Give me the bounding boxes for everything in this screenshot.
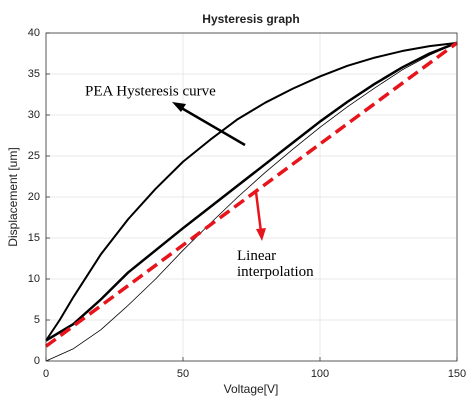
- y-tick-label: 35: [28, 68, 40, 80]
- annotation-arrow: [177, 104, 246, 147]
- y-tick-label: 15: [28, 232, 40, 244]
- y-tick-label: 0: [34, 355, 40, 367]
- series-line: [45, 41, 458, 342]
- y-tick-label: 25: [28, 150, 40, 162]
- x-tick-label: 100: [311, 368, 329, 380]
- y-tick-label: 10: [28, 273, 40, 285]
- series-line: [44, 41, 459, 348]
- annotation: Linear interpolation: [237, 248, 314, 280]
- x-axis-label: Voltage[V]: [224, 382, 279, 396]
- y-axis-label: Displacement [um]: [6, 147, 20, 246]
- annotation-arrowhead: [172, 102, 186, 112]
- series-line: [45, 42, 458, 362]
- x-tick-label: 150: [448, 368, 466, 380]
- chart-title: Hysteresis graph: [202, 12, 299, 26]
- y-tick-label: 20: [28, 191, 40, 203]
- y-tick-label: 40: [28, 27, 40, 39]
- x-tick-label: 0: [43, 368, 49, 380]
- plot-frame: [45, 32, 458, 362]
- y-tick-label: 30: [28, 109, 40, 121]
- series-line: [45, 41, 458, 342]
- annotation-arrowhead: [256, 228, 266, 241]
- annotation-arrow: [254, 191, 263, 233]
- y-tick-label: 5: [34, 314, 40, 326]
- x-tick-label: 50: [177, 368, 189, 380]
- annotation: PEA Hysteresis curve: [85, 83, 216, 99]
